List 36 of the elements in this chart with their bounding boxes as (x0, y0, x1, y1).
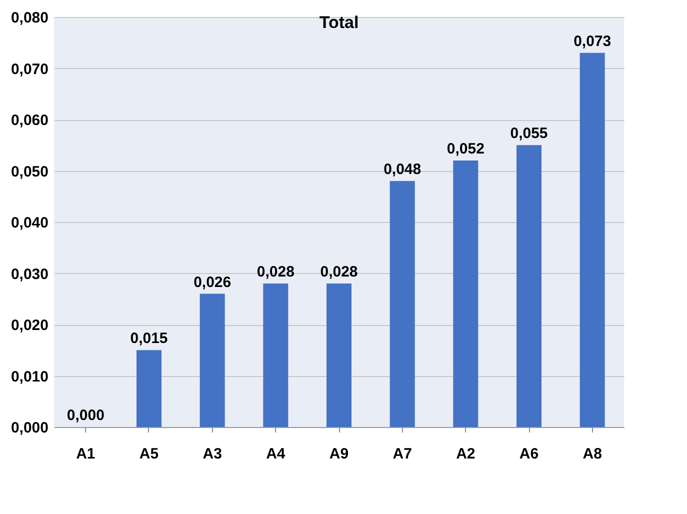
data-label: 0,026 (194, 274, 232, 291)
bar (390, 181, 415, 427)
data-label: 0,028 (256, 264, 294, 280)
y-tick-label: 0,060 (10, 112, 48, 129)
y-tick-label: 0,050 (10, 163, 48, 180)
x-tick-label: A9 (329, 446, 349, 462)
bar (580, 52, 605, 427)
bar (326, 284, 352, 427)
data-label: 0,000 (66, 407, 104, 424)
data-label: 0,073 (574, 32, 612, 50)
x-tick-label: A7 (392, 446, 412, 462)
data-label: 0,055 (510, 125, 548, 142)
y-tick-label: 0,020 (10, 317, 48, 334)
y-tick-label: 0,080 (10, 10, 48, 26)
data-label: 0,048 (384, 161, 422, 178)
x-tick-label: A2 (456, 446, 476, 462)
bar (136, 350, 162, 427)
x-tick-label: A4 (266, 446, 286, 462)
y-tick-label: 0,030 (10, 266, 48, 283)
bar (516, 145, 542, 427)
x-tick-label: A3 (202, 446, 222, 462)
bar (453, 160, 478, 427)
x-tick-label: A1 (76, 446, 96, 462)
y-tick-label: 0,010 (10, 368, 48, 386)
chart-title: Total (319, 13, 359, 32)
data-label: 0,028 (320, 264, 358, 280)
data-label: 0,052 (446, 140, 484, 158)
bar (263, 284, 288, 427)
y-tick-label: 0,040 (10, 214, 48, 232)
y-tick-label: 0,070 (10, 60, 48, 78)
y-tick-label: 0,000 (10, 420, 48, 436)
x-tick-label: A6 (519, 446, 539, 462)
x-tick-label: A8 (582, 446, 602, 462)
x-tick-label: A5 (139, 446, 159, 462)
data-label: 0,015 (130, 330, 168, 348)
bar (200, 294, 225, 427)
